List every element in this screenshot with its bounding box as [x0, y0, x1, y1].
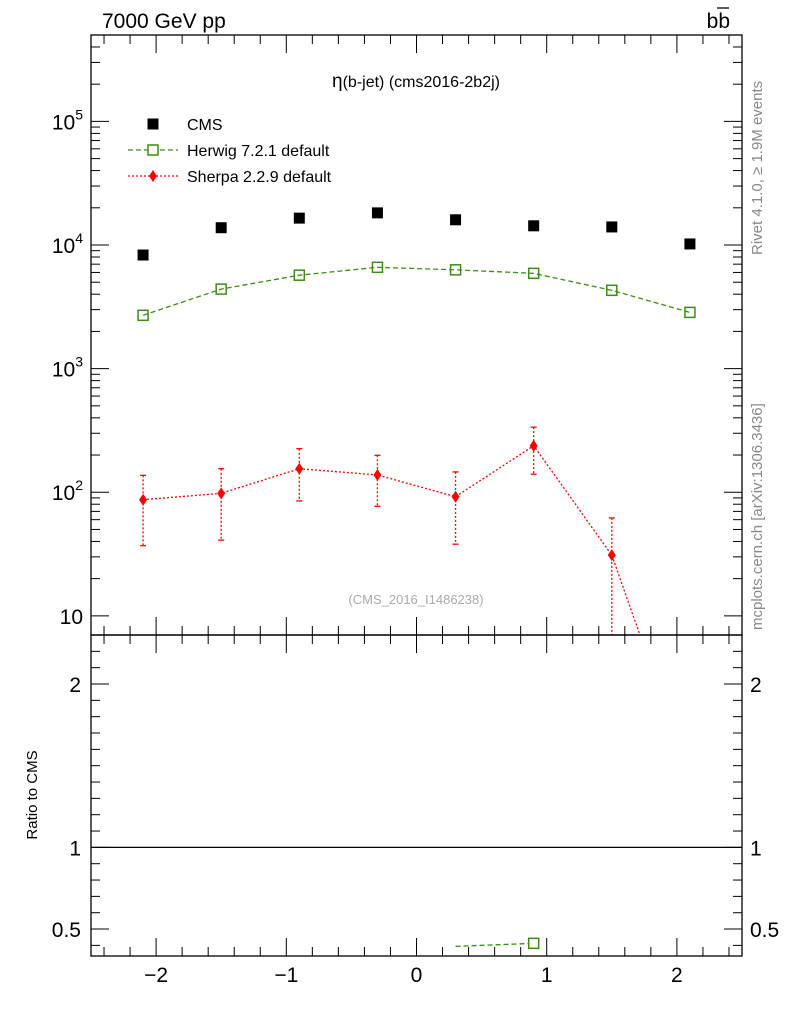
x-tick-label: 1 [541, 964, 553, 987]
herwig-point [371, 261, 384, 274]
watermark: (CMS_2016_I1486238) [348, 592, 483, 607]
main-y-tick-label: 10 [60, 606, 83, 629]
sherpa-point [529, 439, 538, 452]
x-tick-label: 0 [411, 964, 423, 987]
ratio-axis-ticks [91, 635, 742, 956]
final-state-bbar: b [718, 10, 730, 33]
cms-point [528, 220, 540, 232]
main-y-tick-label: 103 [52, 354, 83, 382]
cms-point [684, 238, 696, 250]
plot-title: η(b-jet) (cms2016-2b2j) [332, 71, 500, 92]
ratio-y-tick-label-right: 0.5 [750, 919, 779, 942]
sherpa-line [143, 444, 641, 635]
main-axis-ticks [91, 34, 742, 635]
ratio-y-tick-labels: 0.5 0.5 1 1 2 2 [52, 674, 779, 942]
sherpa-point [373, 468, 382, 481]
tick-base: 10 [52, 482, 75, 505]
herwig-line [142, 266, 691, 316]
tick-exponent: 2 [75, 477, 83, 493]
final-state-b: b [707, 10, 719, 33]
main-y-tick-label: 102 [52, 477, 83, 505]
ratio-y-tick-label: 1 [69, 837, 81, 860]
herwig-point [293, 269, 306, 281]
herwig-point [137, 309, 149, 322]
header-process-label: 7000 GeV pp [102, 10, 226, 33]
x-tick-labels: −2 −1 0 1 2 [144, 964, 683, 987]
cms-point [606, 221, 618, 233]
legend-sherpa-marker [149, 170, 157, 182]
legend-herwig-marker [147, 144, 159, 156]
title-text: (b-jet) (cms2016-2b2j) [343, 74, 500, 91]
tick-exponent: 5 [75, 106, 83, 122]
title-eta-symbol: η [332, 71, 343, 92]
header-final-state: bb [707, 10, 730, 33]
ratio-y-tick-label: 2 [69, 674, 81, 697]
legend-label: Sherpa 2.2.9 default [187, 169, 332, 186]
x-tick-label: −1 [274, 964, 298, 987]
tick-base: 10 [60, 606, 83, 629]
herwig-point [215, 283, 227, 295]
mcplots-label: mcplots.cern.ch [arXiv:1306.3436] [749, 403, 766, 630]
cms-point [215, 222, 227, 234]
ratio-panel: 0.5 0.5 1 1 2 2 −2 −1 0 1 2 Ratio to CMS [24, 634, 779, 987]
tick-exponent: 4 [75, 230, 83, 246]
sherpa-point [139, 493, 148, 506]
main-y-tick-label: 104 [52, 230, 83, 258]
main-data-marks [137, 207, 696, 635]
ratio-data-marks [91, 846, 742, 950]
cms-point [371, 207, 383, 219]
tick-base: 10 [52, 111, 75, 134]
cms-point [450, 214, 462, 226]
sherpa-point [451, 490, 460, 503]
tick-base: 10 [52, 359, 75, 382]
ratio-y-axis-label: Ratio to CMS [24, 750, 41, 839]
x-tick-label: 2 [671, 964, 683, 987]
legend-cms-marker [147, 118, 159, 130]
legend-label: CMS [187, 117, 223, 134]
legend: CMS Herwig 7.2.1 default Sherpa 2.2.9 defa… [128, 117, 332, 186]
ratio-frame [90, 634, 743, 957]
ratio-y-tick-label-right: 2 [750, 674, 762, 697]
x-tick-label: −2 [144, 964, 168, 987]
ratio-herwig-point [527, 937, 540, 950]
sherpa-point [217, 487, 226, 500]
herwig-point [449, 264, 462, 276]
sherpa-point [295, 462, 304, 475]
cms-point [137, 249, 149, 261]
herwig-point [606, 284, 618, 297]
rivet-version-label: Rivet 4.1.0, ≥ 1.9M events [749, 81, 766, 255]
tick-base: 10 [52, 235, 75, 258]
herwig-point [684, 306, 696, 319]
sherpa-point [607, 549, 616, 562]
ratio-herwig-line [455, 942, 534, 948]
ratio-y-tick-label-right: 1 [750, 837, 762, 860]
main-y-tick-label: 105 [52, 106, 83, 134]
ratio-y-tick-label: 0.5 [52, 919, 81, 942]
legend-label: Herwig 7.2.1 default [187, 143, 330, 160]
herwig-point [527, 267, 540, 280]
tick-exponent: 3 [75, 354, 83, 370]
cms-point [293, 212, 305, 224]
